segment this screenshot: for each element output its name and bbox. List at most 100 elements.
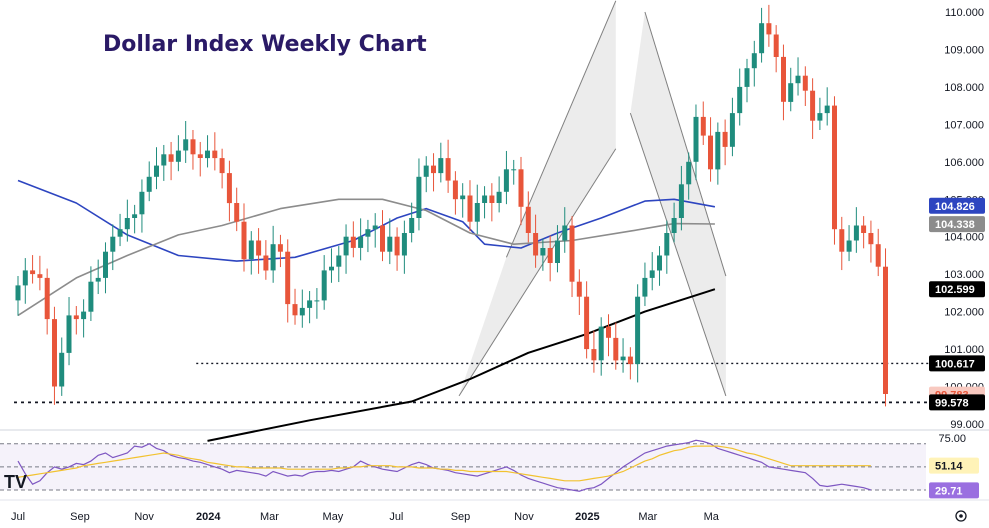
price-tag-box-1 [929, 197, 985, 214]
candle-body-92 [678, 184, 684, 218]
candle-body-9 [73, 315, 79, 320]
channel-upper-line-1 [505, 0, 617, 258]
candle-body-56 [416, 176, 422, 218]
candle-body-107 [788, 83, 794, 102]
channel-fill-2 [630, 12, 726, 396]
y-tick-label-2: 109.000 [944, 44, 984, 56]
x-tick-label-2: Sep [70, 511, 90, 523]
candle-body-13 [103, 251, 108, 278]
candle-body-5 [44, 277, 50, 320]
y-tick-label-10: 101.000 [944, 344, 984, 356]
candle-body-96 [708, 135, 713, 170]
candle-body-33 [248, 240, 254, 260]
candle-body-27 [205, 150, 210, 159]
candle-body-35 [263, 255, 269, 271]
candle-body-46 [343, 236, 349, 256]
candle-body-89 [657, 255, 662, 271]
candle-body-75 [555, 240, 560, 263]
candle-body-43 [321, 270, 327, 301]
candle-body-80 [591, 349, 597, 361]
candle-body-28 [212, 150, 218, 159]
candle-body-64 [474, 203, 480, 222]
candle-body-67 [496, 191, 502, 203]
candle-body-11 [88, 281, 94, 312]
candle-body-60 [445, 158, 451, 181]
candle-body-87 [642, 277, 648, 297]
candle-body-103 [759, 23, 765, 54]
candle-body-3 [30, 270, 36, 275]
candle-body-1 [15, 285, 21, 301]
price-tag-label-3: 102.599 [935, 284, 975, 296]
price-tag-label-4: 100.617 [935, 358, 975, 370]
candle-body-88 [649, 270, 655, 278]
x-tick-label-12: Ma [704, 511, 720, 523]
candle-body-10 [81, 311, 87, 320]
candle-body-32 [241, 221, 247, 260]
price-tag-label-2: 104.338 [935, 219, 975, 231]
candle-body-77 [569, 225, 575, 282]
candle-body-40 [299, 307, 305, 316]
price-tag-label-1: 104.826 [935, 201, 975, 213]
y-tick-label-7: 104.000 [944, 232, 984, 244]
candle-body-117 [861, 225, 867, 233]
candle-body-102 [751, 53, 757, 69]
candle-body-112 [824, 105, 830, 114]
candle-body-71 [525, 206, 531, 233]
price-axis: 110.000109.000108.000107.000106.000105.0… [929, 7, 985, 499]
candle-body-93 [686, 161, 692, 185]
candle-body-84 [620, 356, 626, 361]
x-tick-label-8: Sep [451, 511, 471, 523]
ma-line-1 [207, 288, 716, 442]
candle-body-38 [285, 251, 291, 305]
candle-body-62 [460, 195, 466, 200]
candle-body-105 [773, 34, 779, 57]
candle-body-47 [350, 236, 356, 248]
candle-body-21 [161, 154, 167, 166]
candle-body-108 [795, 75, 801, 84]
candle-body-98 [722, 131, 728, 147]
candle-body-94 [693, 116, 699, 162]
rsi-tag-box-1 [929, 457, 979, 474]
candle-body-36 [270, 244, 276, 271]
y-tick-label-4: 107.000 [944, 119, 984, 131]
candle-body-73 [540, 248, 546, 256]
candle-body-61 [452, 180, 458, 200]
candle-body-63 [467, 195, 473, 222]
candle-body-26 [197, 154, 203, 158]
price-tag-box-4 [929, 355, 985, 372]
candle-body-17 [132, 214, 138, 218]
x-tick-label-3: Nov [134, 511, 154, 523]
candle-body-68 [503, 169, 509, 192]
chart-title: Dollar Index Weekly Chart [103, 32, 427, 57]
ma-line-3 [17, 198, 715, 317]
candle-body-97 [715, 131, 721, 170]
time-axis: Jul Sep Nov 2024 Mar May Jul Sep Nov 2025 Mar Ma [11, 511, 720, 523]
candle-body-15 [117, 229, 123, 237]
x-tick-label-4: 2024 [196, 511, 221, 523]
candle-body-65 [482, 195, 488, 203]
rsi-panel [0, 439, 926, 492]
candle-body-44 [329, 266, 334, 271]
x-tick-label-6: May [323, 511, 344, 523]
candle-body-118 [868, 233, 874, 245]
trend-channels [458, 0, 727, 397]
price-tag-box-2 [929, 216, 985, 233]
candle-body-6 [52, 319, 57, 387]
settings-gear-icon[interactable] [955, 510, 967, 522]
candle-body-104 [766, 23, 772, 35]
candle-body-54 [401, 233, 407, 256]
candle-body-39 [292, 304, 298, 316]
candle-body-18 [139, 191, 145, 215]
rsi-tag-label-2: 29.71 [935, 485, 963, 497]
channel-lower-line-2 [629, 112, 727, 397]
candle-body-7 [59, 352, 65, 387]
candle-body-24 [183, 139, 189, 151]
x-tick-label-5: Mar [260, 511, 279, 523]
candle-body-59 [438, 158, 444, 174]
candle-body-20 [154, 165, 159, 177]
support-levels [14, 362, 929, 404]
candle-body-19 [146, 176, 152, 192]
x-tick-label-7: Jul [389, 511, 403, 523]
tradingview-logo-text: TV [4, 472, 27, 492]
y-tick-label-1: 110.000 [945, 7, 984, 19]
